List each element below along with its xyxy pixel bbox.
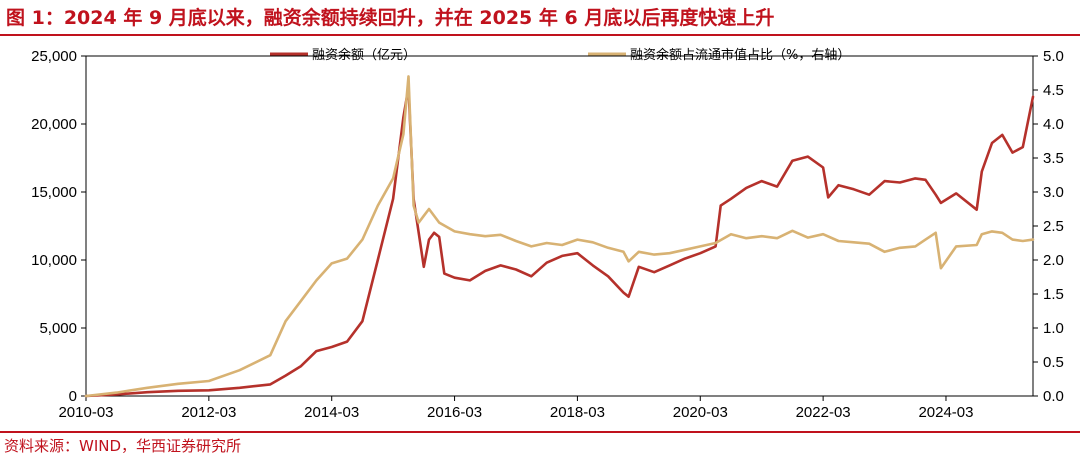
y2-tick-label: 2.5 (1043, 218, 1064, 235)
series-line-1 (84, 86, 1035, 398)
y-tick-label: 25,000 (31, 48, 77, 65)
legend-label-1: 融资余额（亿元） (312, 47, 416, 63)
y2-tick-label: 4.5 (1043, 82, 1064, 99)
x-tick-label: 2016-03 (427, 404, 482, 421)
y2-tick-label: 5.0 (1043, 48, 1064, 65)
chart-series (84, 75, 1035, 398)
x-tick-label: 2022-03 (796, 404, 851, 421)
y-tick-label: 5,000 (39, 320, 77, 337)
legend-label-2: 融资余额占流通市值占比（%，右轴） (630, 47, 850, 63)
plot-frame (85, 55, 1034, 397)
y-tick-label: 15,000 (31, 184, 77, 201)
x-tick-label: 2024-03 (918, 404, 973, 421)
chart-axes: 0 5,000 10,000 15,000 20,000 25,000 0.0 0.5 1.0 1… (31, 48, 1064, 421)
y2-tick-label: 4.0 (1043, 116, 1064, 133)
y2-tick-label: 1.5 (1043, 286, 1064, 303)
y2-tick-label: 0.0 (1043, 388, 1064, 405)
x-tick-label: 2010-03 (58, 404, 113, 421)
y-tick-label: 10,000 (31, 252, 77, 269)
x-tick-label: 2012-03 (181, 404, 236, 421)
title-rule (0, 34, 1080, 36)
x-tick-label: 2018-03 (550, 404, 605, 421)
y-tick-label: 20,000 (31, 116, 77, 133)
x-tick-label: 2020-03 (673, 404, 728, 421)
source-rule (0, 431, 1080, 433)
chart-legend: 融资余额（亿元） 融资余额占流通市值占比（%，右轴） (270, 47, 850, 63)
y2-tick-label: 0.5 (1043, 354, 1064, 371)
figure-title: 图 1：2024 年 9 月底以来，融资余额持续回升，并在 2025 年 6 月… (6, 7, 775, 29)
y2-tick-label: 2.0 (1043, 252, 1064, 269)
y2-tick-label: 3.0 (1043, 184, 1064, 201)
y-tick-label: 0 (69, 388, 77, 405)
y2-tick-label: 3.5 (1043, 150, 1064, 167)
x-tick-label: 2014-03 (304, 404, 359, 421)
series-line-2 (84, 75, 1035, 398)
y2-tick-label: 1.0 (1043, 320, 1064, 337)
source-note: 资料来源：WIND，华西证券研究所 (4, 437, 242, 455)
